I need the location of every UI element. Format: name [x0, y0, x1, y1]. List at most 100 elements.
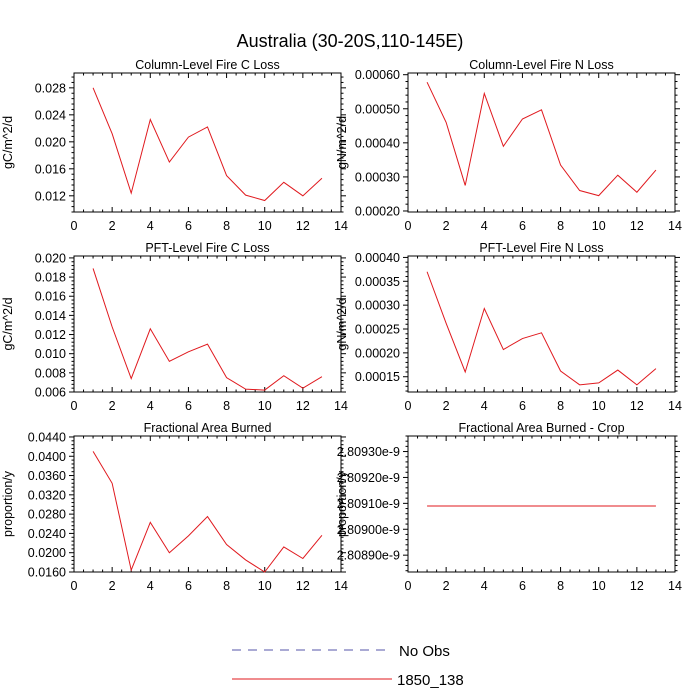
- x-tick-label: 10: [592, 579, 606, 593]
- plot-frame: [407, 255, 676, 393]
- y-axis-label: proportion/y: [1, 470, 15, 537]
- x-tick-label: 2: [109, 579, 116, 593]
- x-tick-label: 6: [519, 579, 526, 593]
- panel-6: Fractional Area Burned - Crop proportion/…: [335, 421, 682, 593]
- x-tick-label: 14: [334, 399, 348, 413]
- x-tick-label: 8: [557, 399, 564, 413]
- x-tick-label: 4: [481, 399, 488, 413]
- y-tick-label: 2.80900e-9: [337, 523, 400, 537]
- x-tick-label: 0: [405, 579, 412, 593]
- x-tick-label: 14: [334, 579, 348, 593]
- plot-frame: [73, 72, 342, 213]
- x-tick-label: 2: [443, 399, 450, 413]
- x-tick-label: 14: [668, 579, 682, 593]
- y-tick-label: 0.00040: [355, 136, 400, 150]
- y-tick-label: 0.0280: [28, 508, 66, 522]
- x-tick-label: 6: [519, 219, 526, 233]
- panel-4: PFT-Level Fire N Loss gN/m^2/d 0 2 4 6 8 10 12 14…: [335, 241, 682, 413]
- y-tick-label: 0.00025: [355, 323, 400, 337]
- series-line-1850-138: [426, 271, 657, 386]
- series-line-1850-138: [426, 81, 657, 197]
- x-tick-label: 4: [481, 579, 488, 593]
- y-tick-label: 0.0360: [28, 469, 66, 483]
- x-tick-label: 8: [557, 579, 564, 593]
- y-tick-label: 0.0240: [28, 527, 66, 541]
- x-tick-label: 8: [223, 579, 230, 593]
- x-tick-label: 6: [185, 399, 192, 413]
- y-tick-label: 0.00030: [355, 170, 400, 184]
- y-axis-label: proportion/y: [335, 470, 349, 537]
- x-tick-label: 6: [185, 219, 192, 233]
- y-tick-label: 0.00060: [355, 68, 400, 82]
- y-tick-label: 0.00040: [355, 251, 400, 265]
- x-tick-label: 8: [223, 399, 230, 413]
- y-tick-label: 0.0440: [28, 430, 66, 444]
- panel-title: PFT-Level Fire N Loss: [479, 241, 603, 255]
- y-tick-label: 0.020: [35, 135, 66, 149]
- x-tick-label: 2: [443, 579, 450, 593]
- x-tick-label: 10: [592, 399, 606, 413]
- x-tick-label: 4: [147, 219, 154, 233]
- x-tick-label: 10: [592, 219, 606, 233]
- x-tick-label: 6: [185, 579, 192, 593]
- x-tick-label: 0: [71, 399, 78, 413]
- x-tick-label: 12: [296, 399, 310, 413]
- y-tick-label: 0.00050: [355, 102, 400, 116]
- y-tick-label: 0.014: [35, 309, 66, 323]
- y-tick-label: 0.00020: [355, 346, 400, 360]
- y-axis-label: gN/m^2/d: [335, 116, 349, 169]
- x-tick-label: 14: [668, 399, 682, 413]
- panel-title: Fractional Area Burned - Crop: [458, 421, 624, 435]
- y-tick-label: 0.018: [35, 271, 66, 285]
- x-tick-label: 4: [147, 579, 154, 593]
- plot-frame: [407, 435, 676, 573]
- y-tick-label: 0.008: [35, 366, 66, 380]
- y-axis-label: gC/m^2/d: [1, 116, 15, 169]
- x-tick-label: 6: [519, 399, 526, 413]
- panel-title: Fractional Area Burned: [144, 421, 272, 435]
- x-tick-label: 0: [405, 219, 412, 233]
- x-tick-label: 0: [71, 219, 78, 233]
- x-tick-label: 10: [258, 219, 272, 233]
- x-tick-label: 12: [630, 219, 644, 233]
- y-tick-label: 0.00035: [355, 275, 400, 289]
- panel-title: Column-Level Fire N Loss: [469, 58, 614, 72]
- legend: No Obs 1850_138: [232, 643, 464, 689]
- y-tick-label: 0.012: [35, 328, 66, 342]
- x-tick-label: 0: [405, 399, 412, 413]
- panel-2: Column-Level Fire N Loss gN/m^2/d 0 2 4 6 8 10 1…: [335, 58, 682, 233]
- y-tick-label: 0.00015: [355, 370, 400, 384]
- y-tick-label: 0.0400: [28, 450, 66, 464]
- y-tick-label: 2.80930e-9: [337, 445, 400, 459]
- y-tick-label: 0.020: [35, 251, 66, 265]
- panel-5: Fractional Area Burned proportion/y 0 2 4 6 8 1…: [1, 421, 348, 593]
- series-line-1850-138: [92, 451, 323, 573]
- x-tick-label: 12: [630, 579, 644, 593]
- y-tick-label: 0.024: [35, 108, 66, 122]
- x-tick-label: 12: [296, 579, 310, 593]
- y-tick-label: 0.0200: [28, 546, 66, 560]
- y-tick-label: 0.00020: [355, 204, 400, 218]
- x-tick-label: 12: [630, 399, 644, 413]
- y-axis-label: gC/m^2/d: [1, 297, 15, 350]
- plot-frame: [73, 435, 342, 573]
- series-line-1850-138: [92, 268, 323, 391]
- x-tick-label: 2: [443, 219, 450, 233]
- y-tick-label: 0.010: [35, 347, 66, 361]
- x-tick-label: 4: [147, 399, 154, 413]
- x-tick-label: 2: [109, 219, 116, 233]
- x-tick-label: 10: [258, 579, 272, 593]
- x-tick-label: 8: [223, 219, 230, 233]
- x-tick-label: 14: [334, 219, 348, 233]
- y-tick-label: 0.0320: [28, 488, 66, 502]
- panel-1: Column-Level Fire C Loss gC/m^2/d 0 2 4 6 8 10 1…: [1, 58, 348, 233]
- y-tick-label: 0.0160: [28, 566, 66, 580]
- panels: Column-Level Fire C Loss gC/m^2/d 0 2 4 6 8 10 1…: [1, 58, 682, 593]
- y-tick-label: 0.016: [35, 162, 66, 176]
- panel-3: PFT-Level Fire C Loss gC/m^2/d 0 2 4 6 8 10 12 14…: [1, 241, 348, 413]
- x-tick-label: 14: [668, 219, 682, 233]
- y-tick-label: 0.028: [35, 81, 66, 95]
- y-tick-label: 2.80890e-9: [337, 549, 400, 563]
- legend-label-no-obs: No Obs: [399, 643, 450, 660]
- x-tick-label: 12: [296, 219, 310, 233]
